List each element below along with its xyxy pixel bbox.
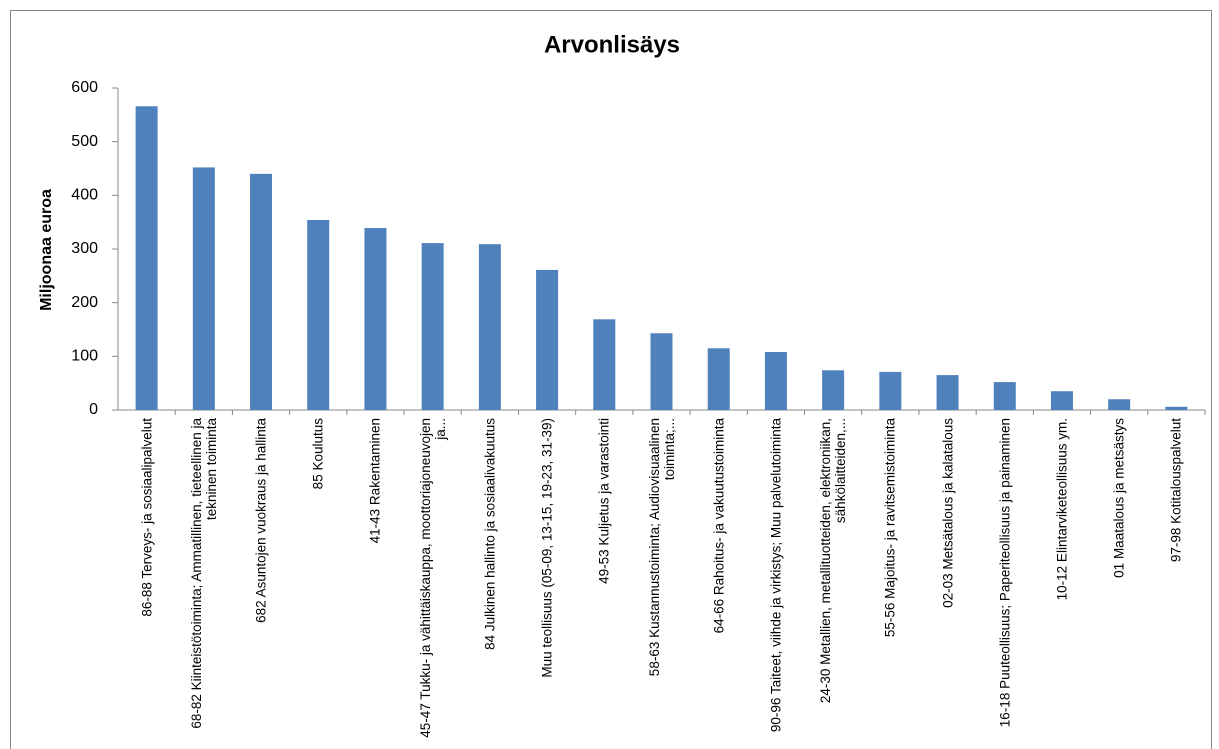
bar [1108,399,1131,410]
x-tick-label: 55-56 Majoitus- ja ravitsemistoiminta [882,418,898,638]
bar [764,352,787,410]
bar [307,220,330,410]
x-tick-label: 41-43 Rakentaminen [367,418,383,544]
x-tick-label: 49-53 Kuljetus ja varastointi [596,418,612,584]
x-tick-label: 58-63 Kustannustoiminta; Audiovisuaaline… [646,418,677,677]
y-tick-label: 500 [71,133,98,150]
bar [364,228,387,410]
bar [822,370,845,410]
bar [135,106,158,410]
x-tick-label: 68-82 Kiinteistötoiminta; Ammatillinen, … [188,418,219,729]
bar [879,371,902,410]
y-axis-label: Miljoonaa euroa [38,189,55,311]
y-tick-label: 600 [71,79,98,96]
x-tick-label: 682 Asuntojen vuokraus ja hallinta [253,418,269,623]
bar [192,167,215,410]
x-tick-label: 86-88 Terveys- ja sosiaalipalvelut [139,418,155,617]
bar [1165,406,1188,410]
bar [421,243,444,410]
x-tick-label: 24-30 Metallien, metallituotteiden, elek… [818,418,849,704]
x-tick-label: 85 Koulutus [310,418,326,490]
bar [707,348,730,410]
y-tick-label: 300 [71,240,98,257]
x-tick-label: 90-96 Taiteet, viihde ja virkistys; Muu … [768,418,784,733]
bar [650,333,673,410]
x-tick-label: 01 Maatalous ja metsästys [1111,418,1127,578]
x-tick-label: 45-47 Tukku- ja vähittäiskauppa, moottor… [417,418,448,738]
bar [1050,391,1073,410]
x-tick-label: 84 Julkinen hallinto ja sosiaalivakuutus [482,418,498,650]
y-tick-label: 0 [89,401,98,418]
chart-frame [10,10,1212,749]
chart-title: Arvonlisäys [544,31,680,58]
x-tick-label: Muu teollisuus (05-09, 13-15, 19-23, 31-… [539,418,555,678]
bar [478,244,501,410]
x-tick-label: 16-18 Puuteollisuus; Paperiteollisuus ja… [997,418,1013,728]
y-tick-label: 400 [71,187,98,204]
x-tick-label: 10-12 Elintarviketeollisuus ym. [1054,418,1070,601]
bar [536,269,559,410]
bar [593,319,616,410]
bar [993,382,1016,410]
bar [250,173,273,410]
x-tick-label: 97-98 Kotitalouspalvelut [1168,418,1184,563]
y-tick-label: 100 [71,348,98,365]
bar [936,375,959,410]
y-tick-label: 200 [71,294,98,311]
x-tick-label: 02-03 Metsätalous ja kalatalous [940,418,956,608]
x-tick-label: 64-66 Rahoitus- ja vakuutustoiminta [711,418,727,634]
